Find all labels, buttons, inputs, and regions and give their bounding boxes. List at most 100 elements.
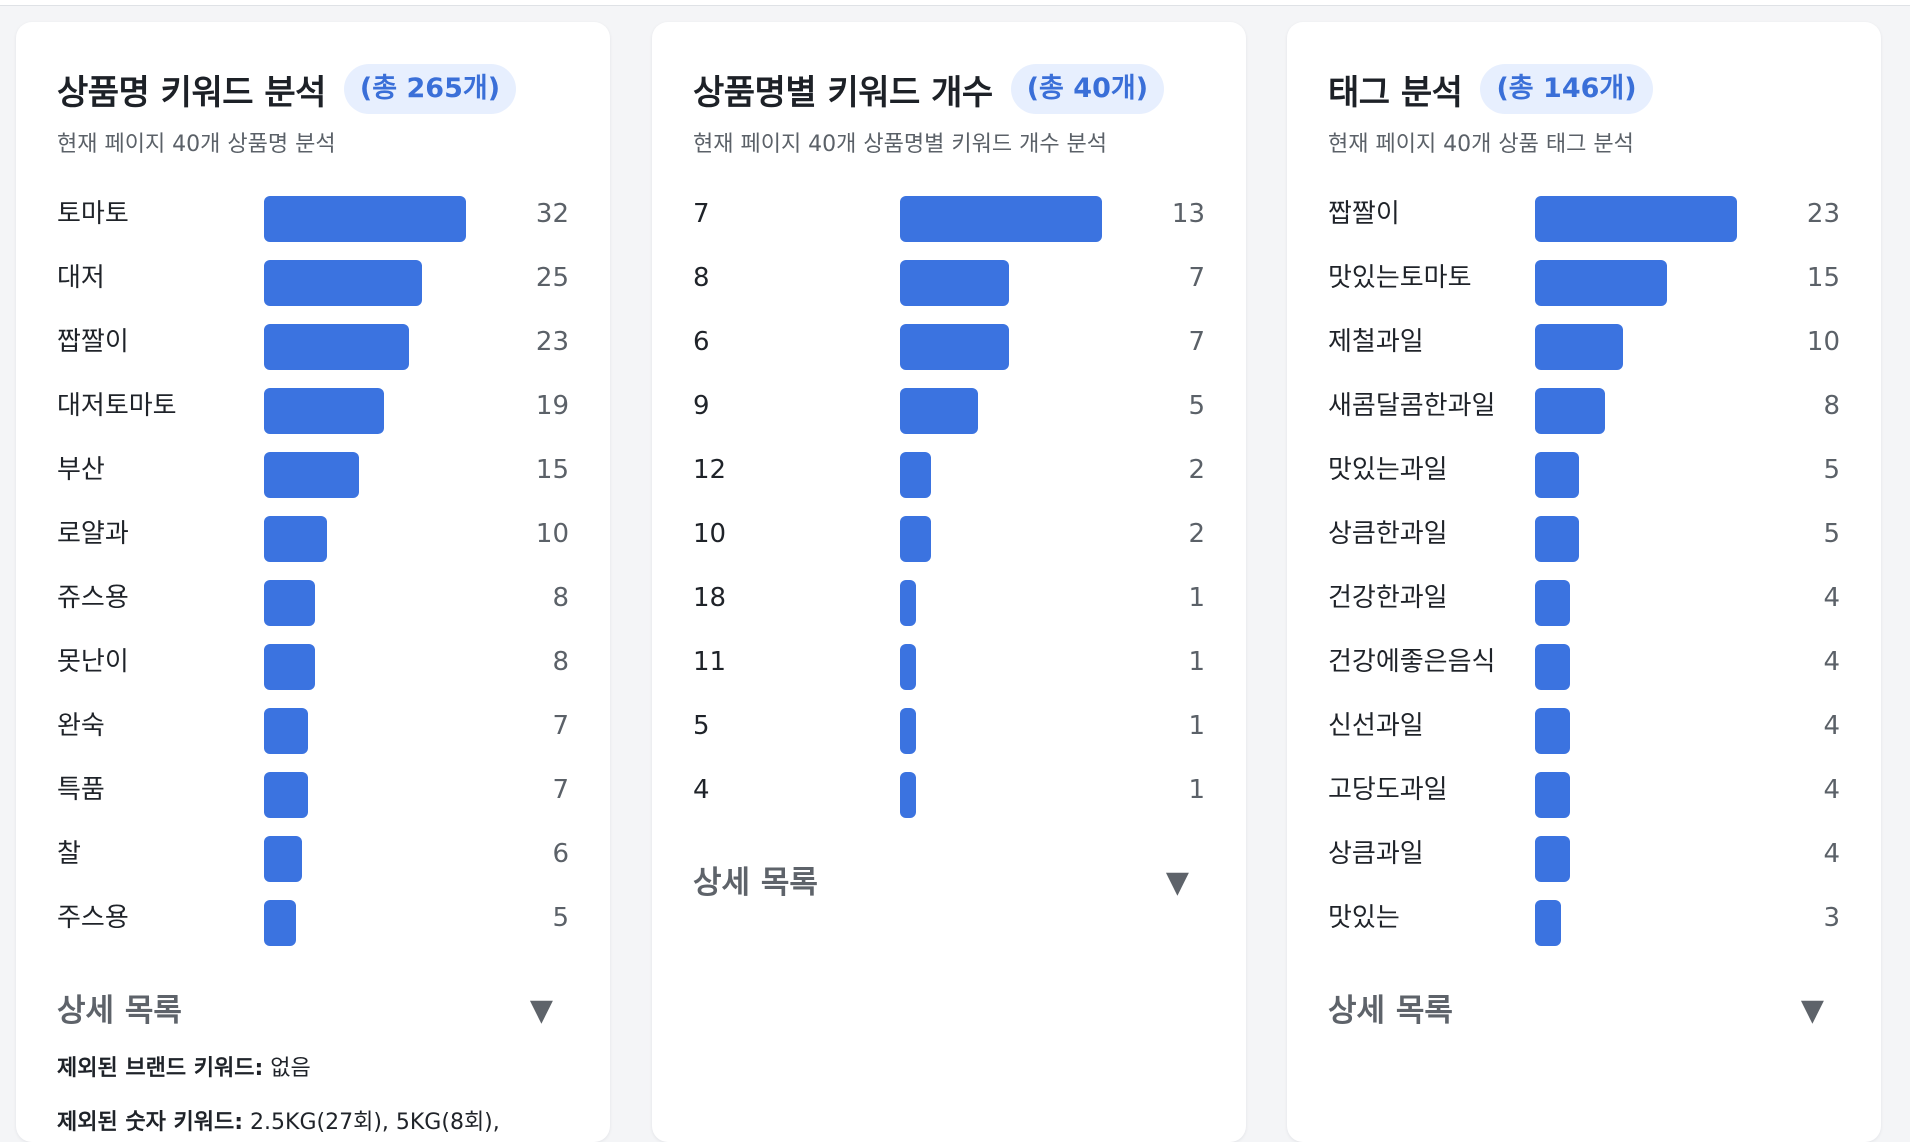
top-divider — [0, 0, 1910, 6]
bar-row: 부산 15 — [57, 438, 569, 502]
keyword-label: 맛있는과일 — [1328, 455, 1448, 485]
bar-fill — [900, 196, 1102, 242]
tag-analysis-card: 태그 분석 (총 146개) 현재 페이지 40개 상품 태그 분석 짭짤이 23 맛있는… — [1287, 22, 1881, 1142]
keyword-count: 6 — [552, 839, 569, 869]
card-title: 태그 분석 — [1328, 72, 1463, 113]
details-toggle[interactable]: 상세 목록 ▼ — [1328, 986, 1840, 1036]
chevron-down-icon[interactable]: ▼ — [1800, 993, 1824, 1028]
bar-track — [264, 452, 466, 498]
bar-row: 짭짤이 23 — [57, 310, 569, 374]
bar-row: 짭짤이 23 — [1328, 182, 1840, 246]
keyword-label: 찰 — [57, 839, 81, 869]
excluded-keywords-note: 제외된 브랜드 키워드: 없음 — [57, 1050, 569, 1082]
keyword-count: 5 — [1823, 519, 1840, 549]
total-count-badge: (총 146개) — [1480, 64, 1653, 114]
bar-track — [264, 516, 466, 562]
bar-track — [900, 708, 1102, 754]
bar-fill — [1535, 772, 1571, 818]
keyword-count: 2 — [1188, 519, 1205, 549]
bar-track — [264, 388, 466, 434]
keyword-count: 1 — [1188, 583, 1205, 613]
bar-row: 대저 25 — [57, 246, 569, 310]
bar-fill — [264, 324, 410, 370]
bar-row: 10 2 — [693, 502, 1205, 566]
bar-list: 짭짤이 23 맛있는토마토 15 제철과일 10 새콤달콤한과일 8 맛있는과일 5 상큼한과일 5 건… — [1328, 182, 1840, 950]
bar-fill — [900, 644, 916, 690]
bar-track — [1535, 260, 1737, 306]
bar-fill — [264, 836, 302, 882]
bar-row: 상큼과일 4 — [1328, 822, 1840, 886]
keyword-count: 7 — [552, 711, 569, 741]
details-toggle[interactable]: 상세 목록 ▼ — [57, 986, 569, 1036]
note-key: 제외된 브랜드 키워드: — [57, 1056, 264, 1081]
bar-track — [900, 516, 1102, 562]
keyword-label: 9 — [693, 391, 710, 421]
card-title: 상품명별 키워드 개수 — [693, 72, 993, 113]
bar-track — [1535, 388, 1737, 434]
keyword-count: 5 — [552, 903, 569, 933]
keyword-count: 25 — [535, 263, 569, 293]
bar-track — [264, 772, 466, 818]
bar-fill — [1535, 644, 1571, 690]
keyword-count: 23 — [535, 327, 569, 357]
keyword-count: 10 — [535, 519, 569, 549]
bar-fill — [264, 708, 309, 754]
bar-row: 맛있는토마토 15 — [1328, 246, 1840, 310]
bar-fill — [264, 900, 296, 946]
keyword-count: 1 — [1188, 711, 1205, 741]
bar-track — [264, 580, 466, 626]
bar-fill — [900, 324, 1009, 370]
bar-row: 건강한과일 4 — [1328, 566, 1840, 630]
bar-track — [900, 260, 1102, 306]
keyword-label: 건강에좋은음식 — [1328, 647, 1496, 677]
keyword-label: 새콤달콤한과일 — [1328, 391, 1496, 421]
keyword-label: 쥬스용 — [57, 583, 129, 613]
bar-row: 주스용 5 — [57, 886, 569, 950]
keyword-count: 4 — [1823, 583, 1840, 613]
keyword-label: 맛있는 — [1328, 903, 1400, 933]
bar-row: 쥬스용 8 — [57, 566, 569, 630]
details-toggle[interactable]: 상세 목록 ▼ — [693, 858, 1205, 908]
bar-row: 완숙 7 — [57, 694, 569, 758]
bar-fill — [900, 516, 932, 562]
keyword-label: 맛있는토마토 — [1328, 263, 1472, 293]
total-count-badge: (총 40개) — [1010, 64, 1165, 114]
keyword-label: 8 — [693, 263, 710, 293]
bar-track — [264, 836, 466, 882]
keyword-count: 4 — [1823, 775, 1840, 805]
keyword-label: 상큼과일 — [1328, 839, 1424, 869]
keyword-label: 12 — [693, 455, 727, 485]
bar-fill — [900, 452, 932, 498]
bar-fill — [264, 580, 315, 626]
bar-track — [264, 196, 466, 242]
keyword-count: 2 — [1188, 455, 1205, 485]
excluded-keywords-note: 제외된 숫자 키워드: 2.5KG(27회), 5KG(8회), — [57, 1104, 569, 1136]
bar-fill — [1535, 516, 1579, 562]
bar-fill — [264, 388, 384, 434]
keyword-label: 5 — [693, 711, 710, 741]
keyword-label: 로얄과 — [57, 519, 129, 549]
bar-fill — [1535, 452, 1579, 498]
keyword-label: 주스용 — [57, 903, 129, 933]
keyword-count: 13 — [1171, 199, 1205, 229]
keyword-count: 1 — [1188, 647, 1205, 677]
keyword-label: 제철과일 — [1328, 327, 1424, 357]
card-subtitle: 현재 페이지 40개 상품명 분석 — [57, 132, 336, 157]
keyword-count: 15 — [1806, 263, 1840, 293]
keyword-count: 4 — [1823, 839, 1840, 869]
keyword-label: 6 — [693, 327, 710, 357]
bar-track — [1535, 900, 1737, 946]
chevron-down-icon[interactable]: ▼ — [1165, 865, 1189, 900]
keyword-label: 7 — [693, 199, 710, 229]
bar-track — [1535, 196, 1737, 242]
bar-fill — [264, 196, 466, 242]
bar-row: 11 1 — [693, 630, 1205, 694]
card-header: 상품명별 키워드 개수 (총 40개) — [693, 62, 1205, 116]
keyword-count-card: 상품명별 키워드 개수 (총 40개) 현재 페이지 40개 상품명별 키워드 개수… — [652, 22, 1246, 1142]
details-label: 상세 목록 — [693, 865, 818, 901]
chevron-down-icon[interactable]: ▼ — [529, 993, 553, 1028]
bar-track — [1535, 708, 1737, 754]
keyword-count: 32 — [535, 199, 569, 229]
